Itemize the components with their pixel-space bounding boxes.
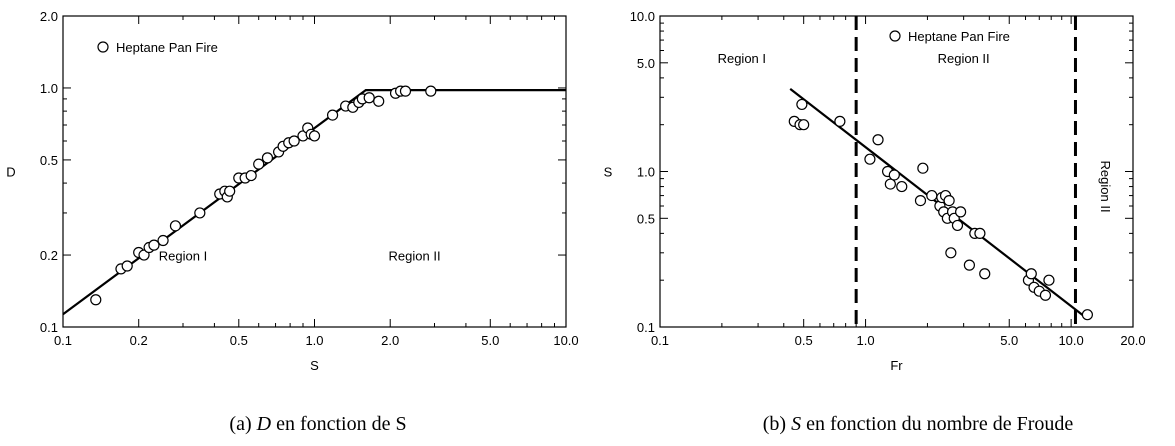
data-point [979,268,991,280]
x-tick-label: 5.0 [1000,333,1018,348]
region-label: Region I [159,248,207,263]
legend-label: Heptane Pan Fire [908,29,1010,44]
caption-a: (a) D en fonction de S [229,413,406,435]
fit-line [62,88,566,316]
legend-marker [889,30,901,42]
data-point [399,85,412,97]
region-label: Region II [1098,161,1113,213]
plot-frame [62,15,567,328]
y-tick-label: 0.1 [40,320,58,335]
y-tick-label: 0.5 [637,211,655,226]
data-point [1043,274,1055,286]
x-tick-label: 2.0 [381,333,399,348]
data-point [798,119,810,131]
y-axis-label: D [6,165,15,180]
chart-a-d-vs-s: 0.1 0.2 0.5 1.0 2.0 5.0 10.0 0.1 0.2 0.5 1.0 2.0 S D R… [6,9,578,373]
data-point [148,239,160,251]
data-point [943,194,955,207]
data-point [872,134,884,146]
chart-b-s-vs-froude: 0.1 0.5 1.0 5.0 10.0 20.0 0.1 0.5 1.0 5.0 10.0 Fr S R… [604,9,1146,373]
y-tick-label: 0.1 [637,320,655,335]
data-point [963,259,975,271]
data-point [194,207,206,219]
x-tick-label: 10.0 [1058,333,1083,348]
region-label: Region I [718,51,766,66]
data-point [796,98,808,111]
data-point [917,162,929,174]
data-point [864,153,876,165]
data-point [157,234,169,247]
caption-b: (b) S en fonction du nombre de Froude [763,413,1074,435]
x-axis-label: Fr [890,358,903,373]
data-point [90,294,102,306]
data-point [888,169,900,181]
x-tick-label: 5.0 [481,333,499,348]
y-axis-label: S [604,165,613,180]
data-point [288,135,300,147]
y-tick-label: 1.0 [637,165,655,180]
data-point [955,206,967,218]
data-point [253,158,265,170]
x-tick-label: 0.1 [54,333,72,348]
data-point [1081,309,1093,321]
region-label: Region II [389,248,441,263]
x-tick-label: 20.0 [1120,333,1145,348]
data-point [926,189,938,202]
y-tick-label: 0.2 [40,248,58,263]
data-point [896,180,908,193]
x-tick-label: 0.5 [795,333,813,348]
x-tick-label: 1.0 [305,333,323,348]
legend-label: Heptane Pan Fire [116,40,218,55]
data-point [914,194,927,207]
x-tick-label: 1.0 [857,333,875,348]
data-point [1039,289,1052,301]
y-tick-label: 1.0 [40,81,58,96]
data-point [121,260,133,272]
x-tick-label: 0.1 [651,333,669,348]
legend-marker [97,41,109,53]
data-point [245,169,257,182]
data-point [945,247,957,259]
y-tick-label: 2.0 [40,9,58,24]
x-axis-label: S [310,358,319,373]
data-point [138,249,150,261]
data-point [363,92,375,104]
y-tick-label: 10.0 [630,9,655,24]
x-tick-label: 0.5 [230,333,248,348]
data-point [834,115,846,127]
data-point [1025,268,1037,280]
y-tick-label: 5.0 [637,56,655,71]
data-point [974,227,986,239]
data-point [224,185,236,197]
region-label: Region II [938,51,990,66]
data-point [261,152,274,164]
data-point [425,85,437,97]
data-point [884,178,896,190]
plot-frame [659,15,1134,328]
data-point [308,130,321,142]
x-tick-label: 0.2 [130,333,148,348]
data-point [951,219,964,232]
data-point [326,109,339,121]
x-tick-label: 10.0 [553,333,578,348]
y-tick-label: 0.5 [40,153,58,168]
data-point [169,220,182,232]
data-point [373,95,385,107]
